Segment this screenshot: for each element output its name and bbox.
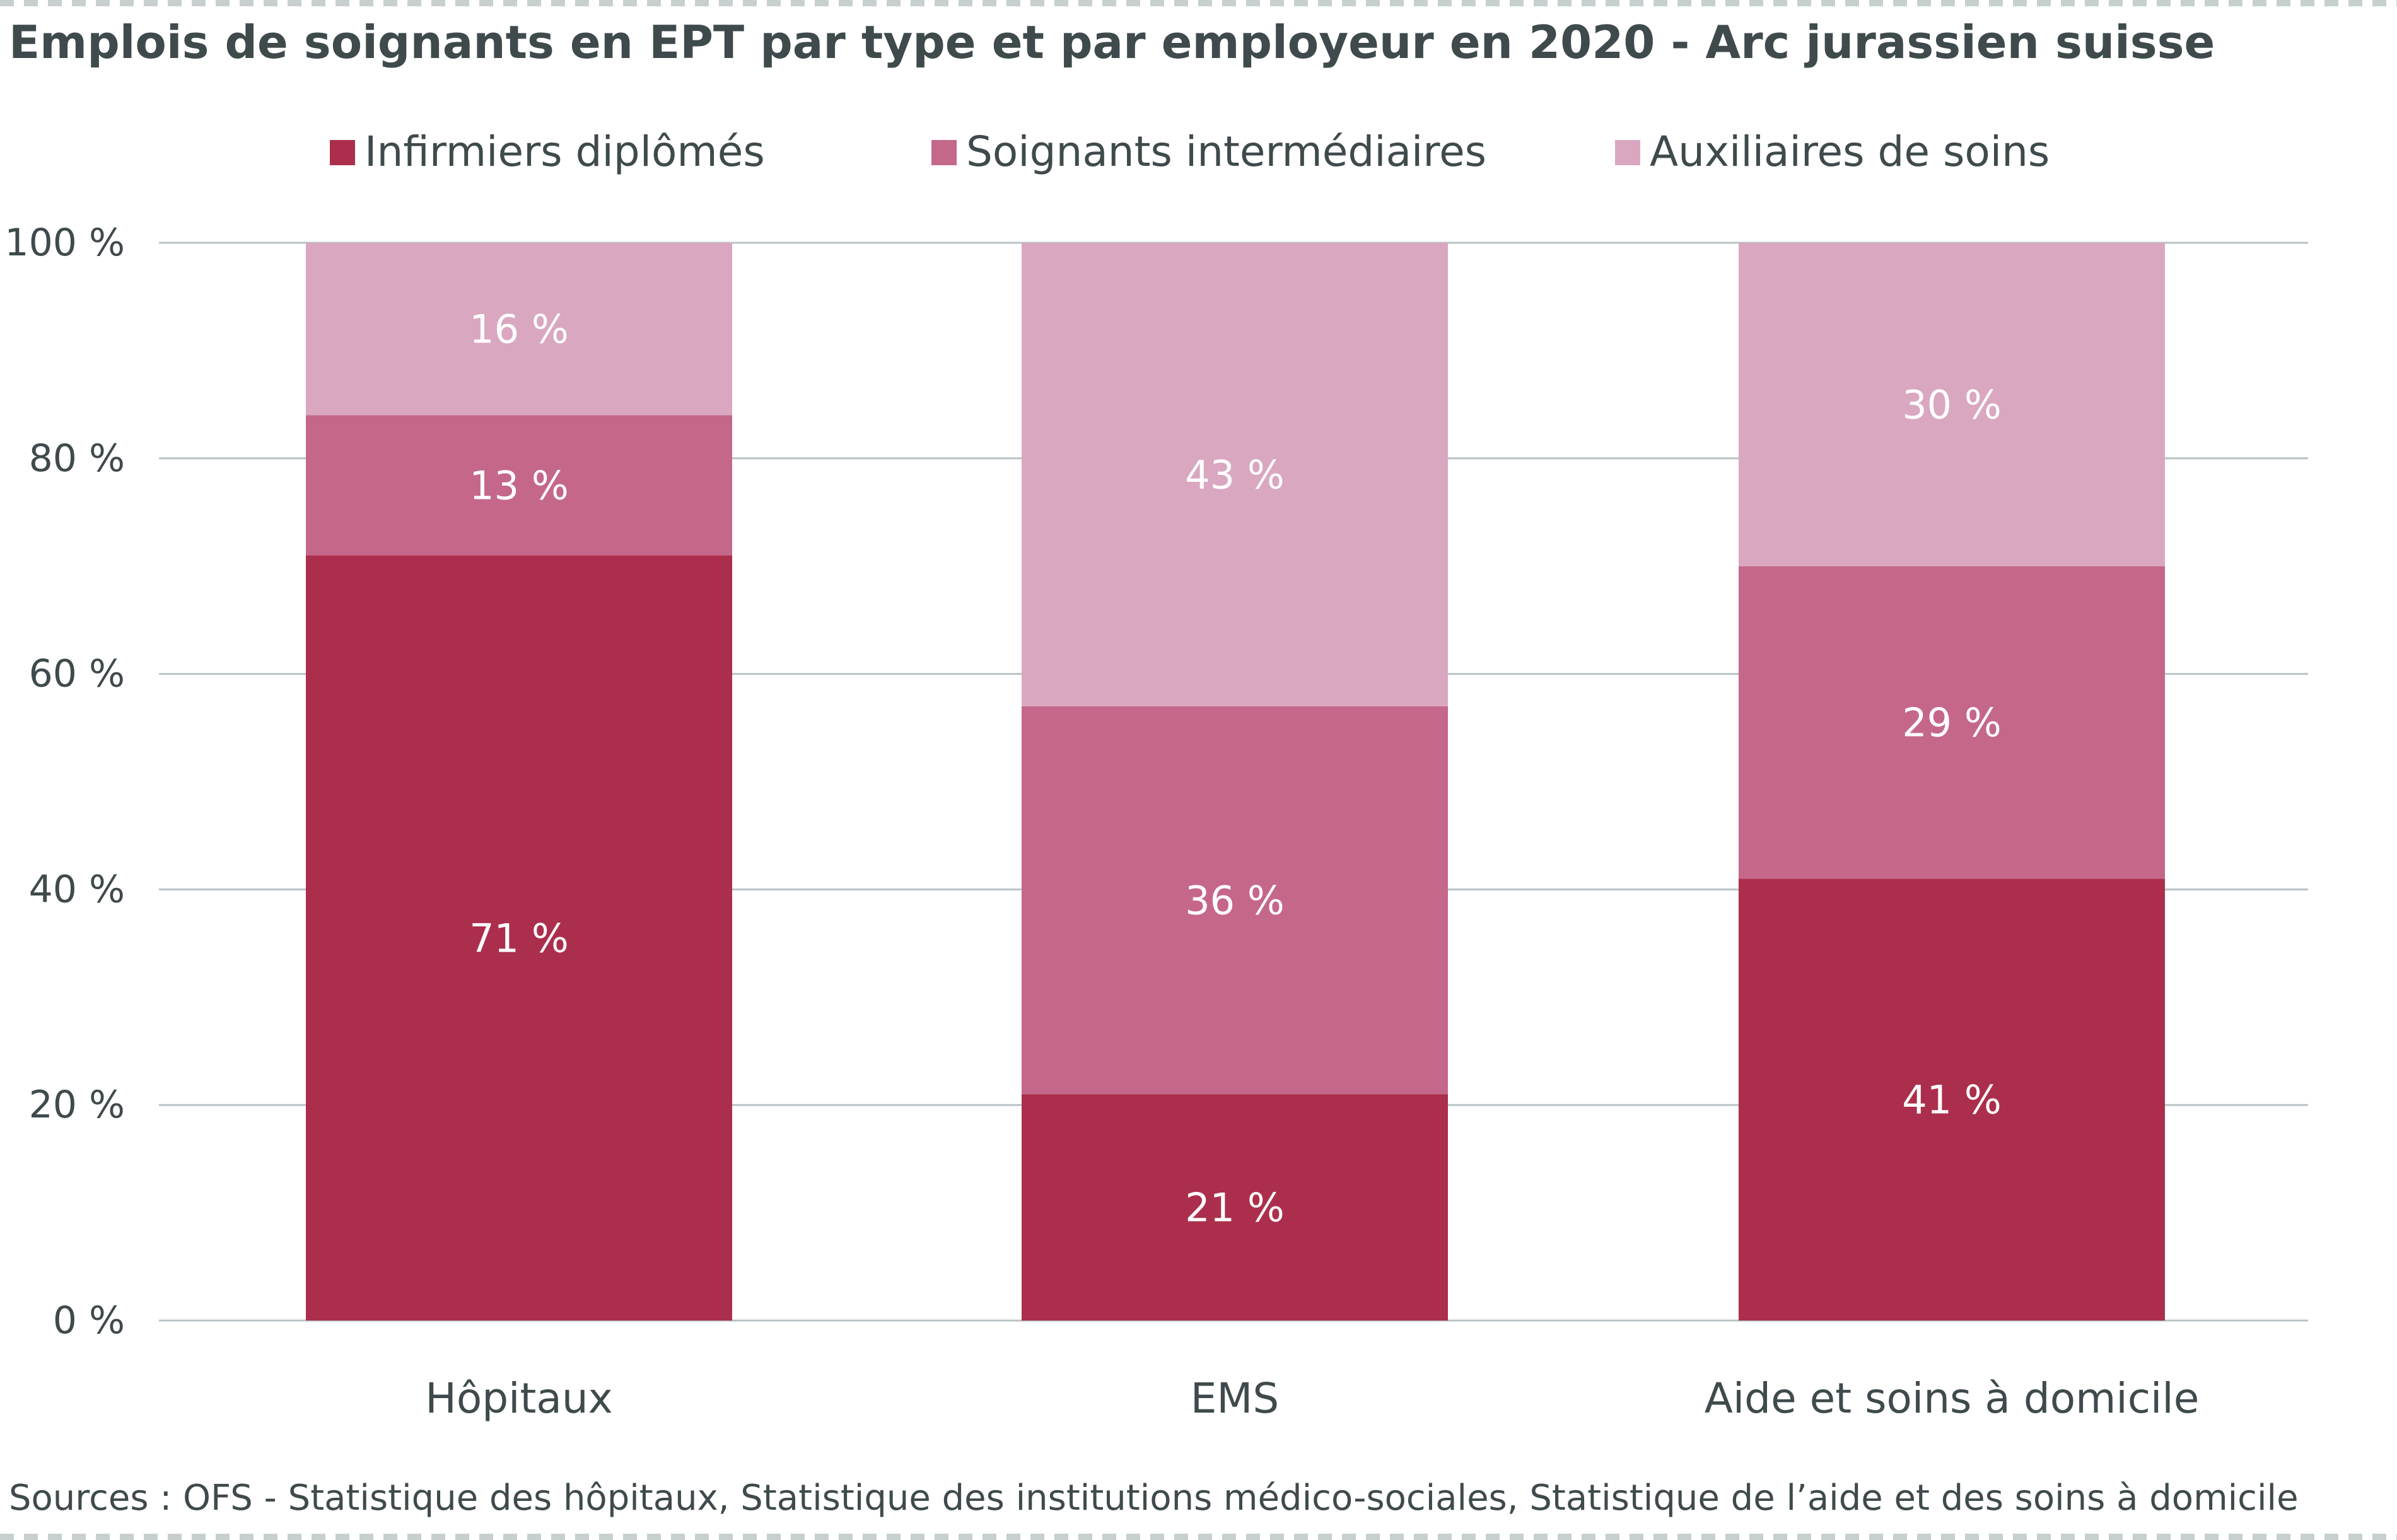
data-label: 71 % — [469, 915, 569, 961]
bar-segment — [306, 243, 732, 416]
data-label: 43 % — [1185, 452, 1285, 498]
data-label: 13 % — [469, 463, 569, 509]
legend-swatch — [1615, 140, 1640, 165]
data-label: 36 % — [1185, 877, 1285, 923]
bar-segment — [1022, 706, 1448, 1095]
y-tick-label: 80 % — [29, 436, 125, 481]
legend-swatch — [931, 140, 957, 165]
data-label: 41 % — [1902, 1077, 2002, 1123]
x-tick-label: EMS — [1191, 1374, 1280, 1423]
x-axis: Hôpitaux EMS Aide et soins à domicile — [425, 1374, 2199, 1423]
y-tick-label: 60 % — [29, 652, 125, 696]
bar-segment — [1739, 566, 2165, 879]
x-tick-label: Aide et soins à domicile — [1705, 1374, 2200, 1423]
bar-segment — [1022, 1094, 1448, 1321]
data-label: 30 % — [1902, 382, 2002, 428]
y-axis: 0 % 20 % 40 % 60 % 80 % 100 % — [4, 221, 125, 1343]
legend-label: Soignants intermédiaires — [966, 127, 1486, 176]
legend-label: Auxiliaires de soins — [1650, 127, 2050, 176]
source-note: Sources : OFS - Statistique des hôpitaux… — [9, 1478, 2299, 1519]
legend-item: Soignants intermédiaires — [931, 127, 1486, 176]
data-label: 16 % — [469, 306, 569, 353]
x-tick-label: Hôpitaux — [425, 1374, 612, 1423]
y-tick-label: 0 % — [53, 1298, 125, 1343]
data-label: 21 % — [1185, 1185, 1285, 1231]
bar-segment — [1022, 243, 1448, 706]
legend-item: Infirmiers diplômés — [330, 127, 765, 176]
legend-swatch — [330, 140, 355, 165]
bar-segment — [306, 555, 732, 1321]
legend: Infirmiers diplômés Soignants intermédiai… — [330, 127, 2050, 176]
y-tick-label: 20 % — [29, 1083, 125, 1127]
y-tick-label: 100 % — [4, 221, 125, 265]
data-label: 29 % — [1902, 700, 2002, 746]
legend-item: Auxiliaires de soins — [1615, 127, 2050, 176]
chart-title: Emplois de soignants en EPT par type et … — [9, 16, 2215, 69]
y-tick-label: 40 % — [29, 867, 125, 911]
bar-segment — [306, 415, 732, 556]
bar-segment — [1739, 243, 2165, 566]
bars: 71 % 13 % 16 % 21 % 36 % 43 % 41 % 29 % 30 % — [306, 243, 2165, 1321]
legend-label: Infirmiers diplômés — [365, 127, 765, 176]
bar-segment — [1739, 878, 2165, 1321]
